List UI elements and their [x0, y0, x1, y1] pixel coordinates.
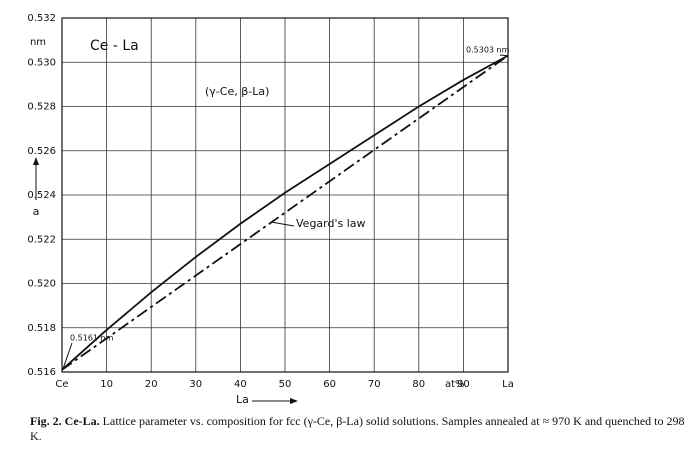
x-tick-label: 10: [100, 379, 113, 390]
leader-line: [499, 54, 508, 57]
x-tick-label: La: [502, 379, 514, 390]
y-arrowhead: [33, 157, 39, 165]
y-tick-label: 0.528: [27, 102, 56, 113]
y-tick-label: 0.520: [27, 279, 56, 290]
subtitle: (γ-Ce, β-La): [205, 85, 269, 98]
annotation: 0.5161 nm: [70, 334, 114, 343]
y-tick-label: 0.532: [27, 13, 56, 24]
x-tick-label: 80: [412, 379, 425, 390]
plot-frame: [61, 17, 509, 373]
x-tick-label: Ce: [55, 379, 68, 390]
y-tick-label: 0.516: [27, 367, 56, 378]
x-tick-label: 90: [457, 379, 470, 390]
x-tick-label: 30: [189, 379, 202, 390]
y-unit: nm: [30, 37, 46, 48]
x-tick-label: 60: [323, 379, 336, 390]
x-arrowhead: [290, 398, 298, 404]
x-tick-label: 40: [234, 379, 247, 390]
caption-text: Lattice parameter vs. composition for fc…: [30, 414, 685, 443]
chart-title: Ce - La: [90, 38, 139, 54]
series-line: [61, 54, 509, 371]
x-label: La: [236, 393, 249, 406]
chart: Ce - La (γ-Ce, β-La) nm at% La a 0.516 0.…: [27, 13, 514, 406]
y-label: a: [33, 205, 40, 218]
y-tick-label: 0.522: [27, 234, 56, 245]
x-tick-label: 70: [368, 379, 381, 390]
annotation: 0.5303 nm: [466, 46, 510, 55]
leader-line: [62, 342, 73, 369]
caption: Fig. 2. Ce-La. Lattice parameter vs. com…: [30, 414, 690, 444]
y-tick-label: 0.524: [27, 190, 56, 201]
y-tick-label: 0.530: [27, 57, 56, 68]
leader-line: [271, 221, 295, 227]
y-tick-label: 0.526: [27, 146, 56, 157]
series-line: [61, 54, 509, 371]
y-tick-label: 0.518: [27, 323, 56, 334]
x-tick-label: 20: [145, 379, 158, 390]
series-label: Vegard's law: [296, 217, 366, 230]
x-tick-label: 50: [279, 379, 292, 390]
x-unit: at%: [445, 379, 465, 390]
caption-bold: Fig. 2. Ce-La.: [30, 414, 100, 428]
